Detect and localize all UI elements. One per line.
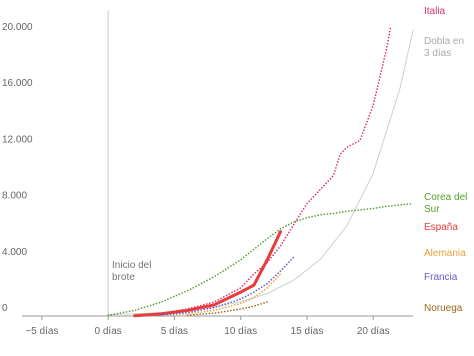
x-tick-label: 5 días: [161, 326, 188, 337]
x-tick-label: 0 días: [95, 326, 122, 337]
legend-label: Dobla en 3 días: [424, 36, 465, 59]
y-tick-label: 16.000: [2, 78, 33, 89]
legend-label: Noruega: [424, 303, 463, 314]
series-line: [133, 230, 282, 318]
series-line: [107, 202, 414, 317]
legend-label: Corea del Sur: [424, 192, 468, 215]
x-tick-label: 10 días: [224, 326, 257, 337]
x-tick-label: 15 días: [291, 326, 324, 337]
y-tick-label: 8.000: [2, 191, 27, 202]
series-line: [160, 256, 295, 316]
legend-label: Francia: [424, 272, 458, 283]
y-tick-label: 20.000: [2, 22, 33, 33]
series-line: [160, 273, 282, 317]
legend-label: Alemania: [424, 248, 466, 259]
x-tick-label: −5 días: [25, 326, 58, 337]
y-tick-label: 0: [2, 303, 8, 314]
series-line: [160, 27, 392, 314]
x-tick-label: 20 días: [357, 326, 390, 337]
y-tick-label: 12.000: [2, 134, 33, 145]
y-tick-label: 4.000: [2, 247, 27, 258]
legend-label: España: [424, 222, 458, 233]
legend-label: Italia: [424, 6, 446, 17]
series-line: [186, 301, 268, 317]
annotation: Inicio del brote: [112, 260, 152, 283]
